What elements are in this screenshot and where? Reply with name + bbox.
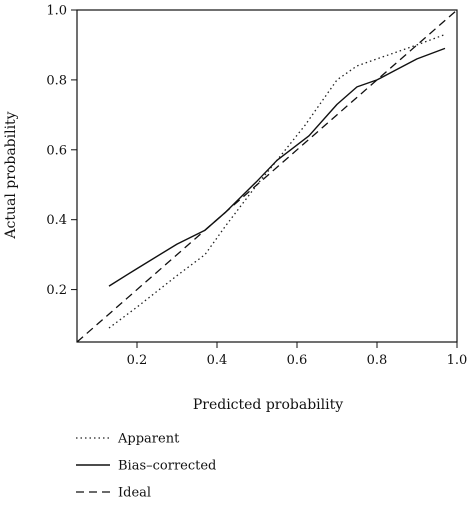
series-line-bias-corrected	[108, 47, 446, 287]
legend-label: Ideal	[118, 486, 151, 501]
y-tick-label: 1.0	[46, 4, 67, 19]
y-tick-label: 0.4	[46, 213, 67, 228]
y-axis-title: Actual probability	[3, 111, 19, 239]
x-axis-title: Predicted probability	[193, 397, 343, 413]
x-tick-label: 1.0	[447, 353, 468, 368]
x-tick-label: 0.6	[287, 353, 308, 368]
y-tick-label: 0.8	[46, 73, 67, 88]
series-line-apparent	[108, 33, 446, 329]
y-tick-label: 0.2	[46, 283, 67, 298]
legend-label: Bias–corrected	[118, 459, 216, 474]
axes: 0.2 0.4 0.6 0.8 1.0 0.2 0.4 0.6 0.8 1.0	[46, 4, 467, 369]
series-line-ideal	[76, 9, 458, 343]
x-tick-label: 0.4	[207, 353, 228, 368]
x-tick-label: 0.2	[127, 353, 148, 368]
plot-area	[76, 9, 458, 343]
y-tick-label: 0.6	[46, 143, 67, 158]
legend-label: Apparent	[117, 432, 180, 447]
plot-frame	[76, 9, 458, 343]
legend: Apparent Bias–corrected Ideal	[76, 432, 216, 501]
x-tick-label: 0.8	[367, 353, 388, 368]
